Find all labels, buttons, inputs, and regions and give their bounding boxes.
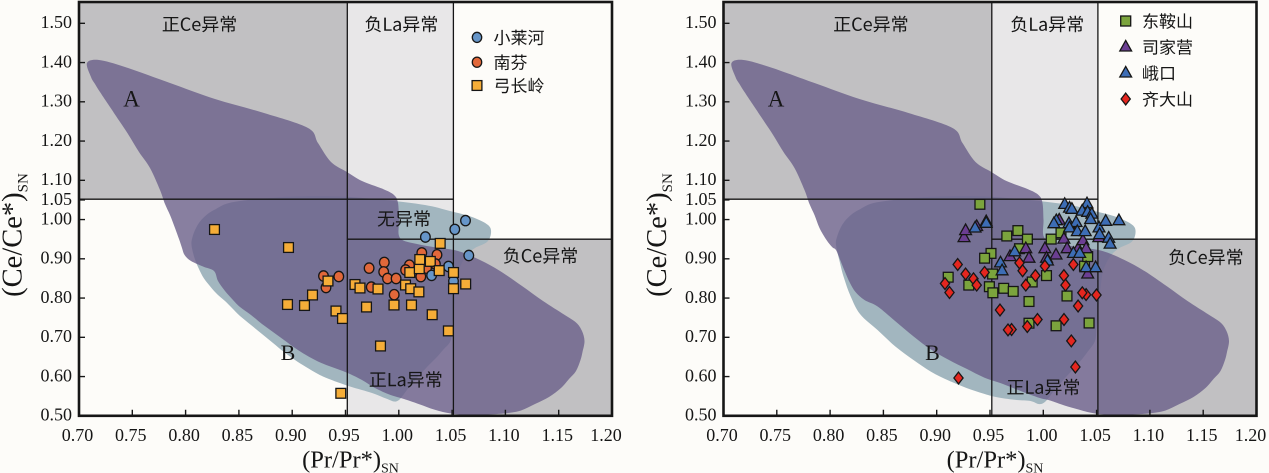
svg-text:0.85: 0.85: [222, 425, 254, 445]
svg-text:(Ce/Ce*)SN: (Ce/Ce*)SN: [0, 173, 32, 297]
svg-text:1.40: 1.40: [41, 52, 73, 72]
svg-text:0.80: 0.80: [685, 287, 717, 307]
svg-text:0.75: 0.75: [760, 425, 792, 445]
svg-text:B: B: [281, 340, 296, 365]
svg-text:1.00: 1.00: [1026, 425, 1058, 445]
svg-text:1.10: 1.10: [1133, 425, 1165, 445]
svg-text:1.15: 1.15: [541, 425, 573, 445]
svg-text:0.90: 0.90: [685, 248, 717, 268]
svg-text:0.60: 0.60: [41, 365, 73, 385]
svg-text:1.05: 1.05: [685, 189, 717, 209]
svg-text:1.00: 1.00: [382, 425, 414, 445]
svg-text:1.10: 1.10: [488, 425, 520, 445]
svg-text:1.30: 1.30: [685, 91, 717, 111]
svg-text:1.05: 1.05: [41, 189, 73, 209]
svg-text:1.10: 1.10: [41, 169, 73, 189]
svg-text:0.90: 0.90: [41, 248, 73, 268]
svg-text:1.15: 1.15: [1186, 425, 1218, 445]
svg-text:1.30: 1.30: [41, 91, 73, 111]
svg-text:0.95: 0.95: [328, 425, 360, 445]
svg-text:0.90: 0.90: [275, 425, 307, 445]
svg-text:0.85: 0.85: [866, 425, 898, 445]
svg-text:(Ce/Ce*)SN: (Ce/Ce*)SN: [642, 173, 676, 297]
svg-text:0.50: 0.50: [685, 405, 717, 425]
svg-text:0.50: 0.50: [41, 405, 73, 425]
svg-text:0.70: 0.70: [706, 425, 738, 445]
svg-text:0.80: 0.80: [41, 287, 73, 307]
svg-text:A: A: [123, 87, 140, 112]
svg-text:0.70: 0.70: [62, 425, 94, 445]
svg-text:A: A: [768, 87, 785, 112]
svg-text:1.05: 1.05: [1079, 425, 1111, 445]
svg-text:0.75: 0.75: [115, 425, 147, 445]
svg-text:B: B: [925, 340, 940, 365]
svg-text:1.40: 1.40: [685, 52, 717, 72]
svg-text:1.05: 1.05: [435, 425, 467, 445]
svg-text:1.10: 1.10: [685, 169, 717, 189]
svg-text:1.00: 1.00: [685, 209, 717, 229]
svg-text:1.20: 1.20: [1235, 425, 1267, 445]
svg-text:1.20: 1.20: [590, 425, 622, 445]
svg-text:0.70: 0.70: [685, 326, 717, 346]
svg-text:0.80: 0.80: [168, 425, 200, 445]
svg-text:0.60: 0.60: [685, 365, 717, 385]
svg-text:0.90: 0.90: [919, 425, 951, 445]
svg-text:1.50: 1.50: [685, 12, 717, 32]
svg-text:1.20: 1.20: [685, 130, 717, 150]
svg-text:0.70: 0.70: [41, 326, 73, 346]
svg-text:1.50: 1.50: [41, 12, 73, 32]
svg-text:0.95: 0.95: [973, 425, 1005, 445]
svg-text:1.00: 1.00: [41, 209, 73, 229]
svg-text:1.20: 1.20: [41, 130, 73, 150]
svg-text:0.80: 0.80: [813, 425, 845, 445]
